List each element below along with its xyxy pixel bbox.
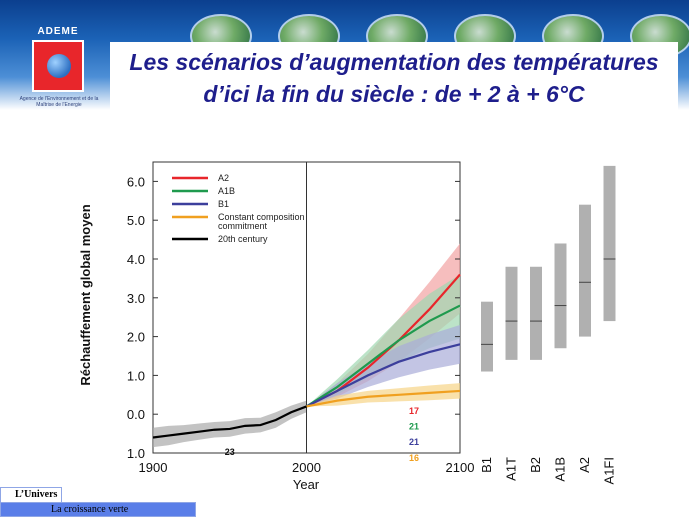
x-tick-label: 1900: [139, 460, 168, 475]
y-axis-label: Réchauffement global moyen: [78, 204, 93, 385]
annotation-label: 16: [409, 453, 419, 463]
logo-brand: ADEME: [37, 26, 79, 37]
series-line-4: [152, 405, 307, 439]
footer-label-univers: L’Univers: [0, 487, 62, 503]
range-bar-A2: [579, 204, 591, 337]
y-axis: 6.0 5.0 4.0 3.0 2.0 1.0 0.0 1.0: [127, 174, 460, 461]
annotations: 23 17 21 21 16: [225, 406, 419, 463]
x-axis: 1900 2000 2100: [139, 448, 475, 475]
band-1: [306, 274, 460, 407]
annotation-label: 21: [409, 422, 419, 432]
x-tick-label: 2000: [292, 460, 321, 475]
logo-mark: [32, 40, 84, 92]
warming-chart: 6.0 5.0 4.0 3.0 2.0 1.0 0.0 1.0 1900 2000 2100 Ye…: [78, 161, 617, 490]
range-bars: B1 A1T B2 A1B A2 A1FI: [479, 165, 617, 484]
range-bar-label: B1: [479, 457, 494, 473]
range-bar-label: A1B: [553, 457, 568, 482]
y-tick-label: 4.0: [127, 252, 145, 267]
range-bar-A1B: [554, 243, 567, 349]
ademe-logo: ADEME Agence de l'Environnement et de la…: [16, 26, 102, 118]
y-tick-label: 1.0: [127, 368, 145, 383]
x-axis-label: Year: [293, 477, 320, 490]
x-tick-label: 2100: [446, 460, 475, 475]
range-bar-B2: [530, 266, 542, 360]
legend: A2 A1B B1 Constant composition commitment 20t…: [172, 173, 305, 244]
range-bar-label: B2: [528, 457, 543, 473]
y-tick-label: 6.0: [127, 174, 145, 189]
legend-entry: Constant composition commitment: [218, 212, 305, 231]
range-bar-label: A2: [577, 457, 592, 473]
range-bar-label: A1T: [504, 457, 519, 481]
y-tick-label: 3.0: [127, 291, 145, 306]
series-line-2: [306, 343, 461, 408]
band-4: [153, 400, 307, 448]
legend-entry: B1: [218, 199, 229, 209]
annotation-label: 17: [409, 406, 419, 416]
y-tick-label: 2.0: [127, 330, 145, 345]
annotation-label: 23: [225, 447, 235, 457]
globe-icon: [47, 54, 71, 78]
logo-caption: Agence de l'Environnement et de la Maîtr…: [19, 96, 99, 108]
y-tick-label: 5.0: [127, 213, 145, 228]
legend-entry: 20th century: [218, 234, 268, 244]
range-bar-A1T: [505, 266, 518, 360]
slide-title: Les scénarios d’augmentation des tempéra…: [129, 49, 659, 107]
range-bar-label: A1FI: [602, 457, 617, 484]
y-tick-label: 0.0: [127, 407, 145, 422]
series-line-3: [306, 389, 461, 408]
legend-entry: A2: [218, 173, 229, 183]
y-tick-label: 1.0: [127, 446, 145, 461]
range-bar-B1: [481, 301, 493, 372]
title-box: Les scénarios d’augmentation des tempéra…: [110, 42, 678, 138]
legend-entry: A1B: [218, 186, 235, 196]
footer-label-croissance: La croissance verte: [0, 502, 196, 517]
annotation-label: 21: [409, 437, 419, 447]
series-line-1: [305, 304, 461, 408]
range-bar-A1FI: [603, 165, 616, 322]
series-lines: [152, 273, 461, 439]
